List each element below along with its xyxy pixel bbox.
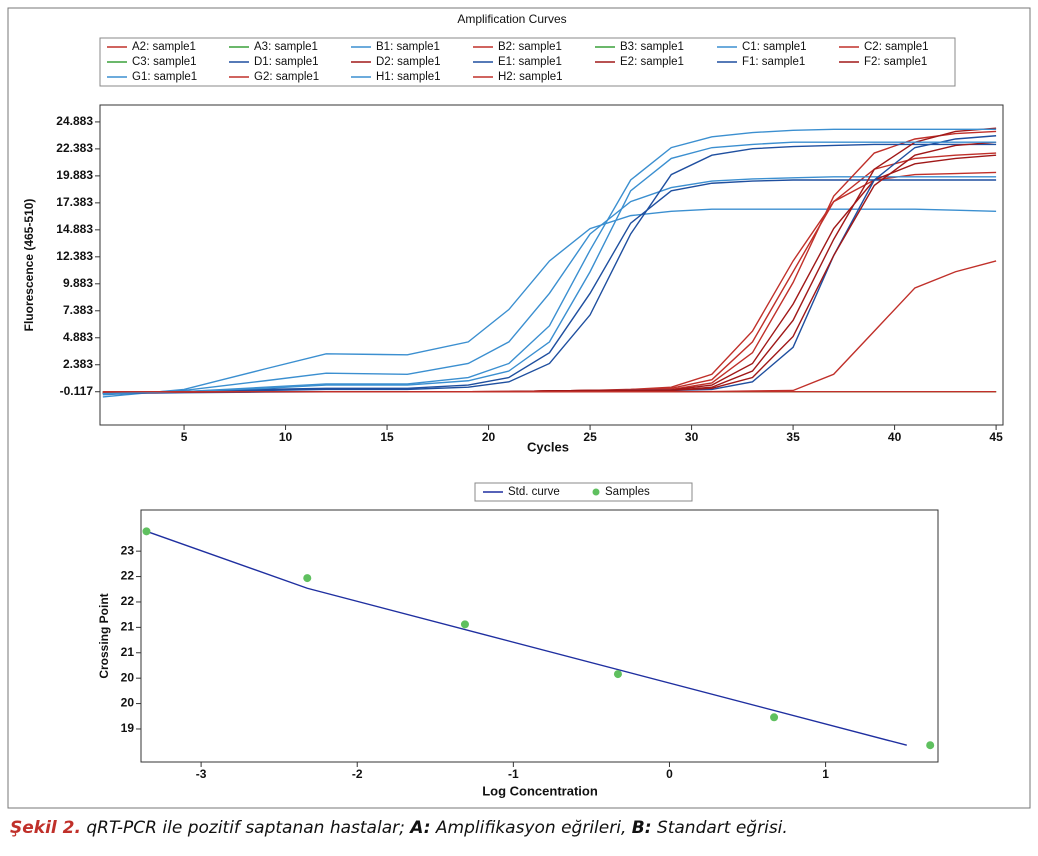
series-line (102, 143, 997, 394)
x-tick-label: 1 (822, 767, 829, 781)
series-line (102, 128, 997, 395)
plot-frame (99, 104, 1004, 426)
x-tick-label: 10 (279, 430, 293, 444)
legend-label: F1: sample1 (742, 56, 805, 68)
series-line (102, 176, 997, 396)
legend-label: Std. curve (508, 486, 560, 498)
caption-part-label: A: (410, 818, 431, 838)
y-tick-label: 19 (121, 721, 135, 735)
x-tick-label: -3 (196, 767, 207, 781)
x-tick-label: 35 (786, 430, 800, 444)
y-tick-label: 21 (121, 620, 135, 634)
series-line (146, 530, 907, 746)
caption-part-text: Standart eğrisi. (656, 818, 788, 838)
caption-part-label: B: (631, 818, 652, 838)
y-tick-label: 4.883 (63, 330, 93, 344)
y-tick-label: 20 (121, 670, 135, 684)
y-tick-label: 20 (121, 696, 135, 710)
x-tick-label: -1 (508, 767, 519, 781)
sample-point (770, 713, 779, 722)
y-tick-label: 22.383 (56, 141, 93, 155)
figure: Amplification Curves A Cycles Fluorescen… (7, 7, 1031, 809)
legend-label: G1: sample1 (132, 71, 197, 83)
legend-label: B2: sample1 (498, 41, 562, 53)
y-tick-label: 22 (121, 569, 135, 583)
legend-label: A2: sample1 (132, 41, 196, 53)
y-tick-label: -0.117 (60, 384, 94, 398)
plot-frame (140, 509, 939, 763)
x-tick-label: 25 (583, 430, 597, 444)
y-tick-label: 9.883 (63, 276, 93, 290)
x-tick-label: 5 (181, 430, 188, 444)
x-tick-label: -2 (352, 767, 363, 781)
legend-box (474, 482, 693, 502)
legend-label: D1: sample1 (254, 56, 319, 68)
legend-label: A3: sample1 (254, 41, 318, 53)
x-tick-label: 20 (482, 430, 496, 444)
legend-swatch (592, 488, 600, 496)
legend-label: C2: sample1 (864, 41, 929, 53)
y-tick-label: 22 (121, 594, 135, 608)
x-tick-label: 0 (666, 767, 673, 781)
y-tick-label: 7.383 (63, 303, 93, 317)
chart-title: Amplification Curves (457, 12, 566, 26)
legend-label: B3: sample1 (620, 41, 684, 53)
series-line (102, 208, 997, 398)
y-tick-label: 21 (121, 645, 135, 659)
legend-label: Samples (605, 486, 650, 498)
legend-label: H2: sample1 (498, 71, 563, 83)
x-axis-label: Log Concentration (482, 783, 598, 798)
y-tick-label: 23 (121, 543, 135, 557)
sample-point (926, 741, 935, 750)
y-tick-label: 12.383 (56, 249, 93, 263)
caption-label: Şekil 2. (10, 818, 81, 838)
legend-label: F2: sample1 (864, 56, 927, 68)
y-tick-label: 17.383 (56, 195, 93, 209)
legend-label: C3: sample1 (132, 56, 197, 68)
legend-label: G2: sample1 (254, 71, 319, 83)
sample-point (613, 670, 622, 679)
y-tick-label: 14.883 (56, 222, 93, 236)
y-tick-label: 19.883 (56, 168, 93, 182)
sample-point (142, 527, 151, 536)
sample-point (303, 574, 312, 583)
y-axis-label: Crossing Point (97, 593, 111, 678)
series-line (102, 141, 997, 395)
legend-label: B1: sample1 (376, 41, 440, 53)
x-axis-label: Cycles (527, 439, 569, 454)
x-tick-label: 30 (685, 430, 699, 444)
legend-label: E1: sample1 (498, 56, 562, 68)
legend-label: H1: sample1 (376, 71, 441, 83)
legend-label: C1: sample1 (742, 41, 807, 53)
caption-text: qRT-PCR ile pozitif saptanan hastalar; (86, 818, 405, 838)
x-tick-label: 45 (989, 430, 1003, 444)
sample-point (460, 620, 469, 629)
y-tick-label: 24.883 (56, 114, 93, 128)
caption-part-text: Amplifikasyon eğrileri, (435, 818, 627, 838)
legend-label: D2: sample1 (376, 56, 441, 68)
legend-label: E2: sample1 (620, 56, 684, 68)
y-axis-label: Fluorescence (465-510) (22, 199, 36, 332)
caption: Şekil 2. qRT-PCR ile pozitif saptanan ha… (10, 818, 788, 838)
x-tick-label: 15 (380, 430, 394, 444)
x-tick-label: 40 (888, 430, 902, 444)
y-tick-label: 2.383 (63, 357, 93, 371)
